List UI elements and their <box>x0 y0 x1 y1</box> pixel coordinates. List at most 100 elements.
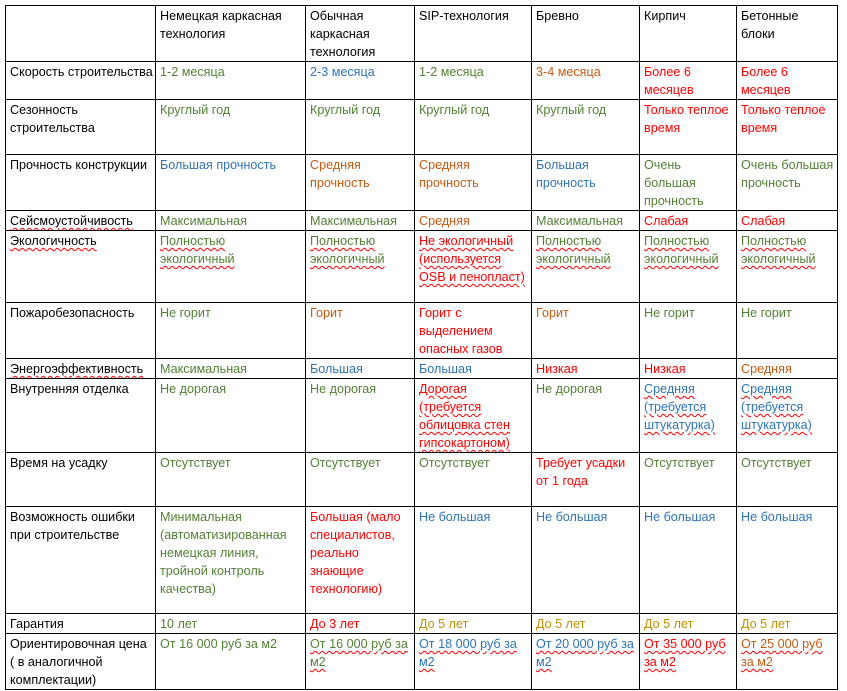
row-label-text: Энергоэффективность <box>10 362 144 376</box>
cell-text: Средняя (требуется штукатурка) <box>741 382 812 432</box>
row-label-text: Экологичность <box>10 234 97 248</box>
table-cell: Максимальная <box>305 210 415 231</box>
table-cell: До 5 лет <box>736 613 838 634</box>
table-cell: Горит с выделением опасных газов <box>414 302 532 359</box>
table-cell: От 35 000 руб за м2 <box>639 633 737 690</box>
table-cell: Слабая <box>639 210 737 231</box>
header-cell-brick: Кирпич <box>639 5 737 62</box>
table-row: Возможность ошибки при строительстве Мин… <box>5 506 838 614</box>
table-cell: Низкая <box>639 358 737 379</box>
table-cell: Большая <box>305 358 415 379</box>
table-row: Внутренняя отделка Не дорогая Не дорогая… <box>5 378 838 453</box>
table-cell: Большая <box>414 358 532 379</box>
table-row: Прочность конструкции Большая прочность … <box>5 154 838 211</box>
table-row: Сезонность строительства Круглый год Кру… <box>5 99 838 155</box>
table-cell: Только теплое время <box>736 99 838 155</box>
table-row: Энергоэффективность Максимальная Большая… <box>5 358 838 379</box>
table-cell: Дорогая (требуется облицовка стен гипсок… <box>414 378 532 453</box>
table-cell: Требует усадки от 1 года <box>531 452 640 507</box>
table-cell: Не дорогая <box>305 378 415 453</box>
table-cell: Отсутствует <box>736 452 838 507</box>
cell-text: От 18 000 руб за м2 <box>419 637 517 669</box>
table-cell: Максимальная <box>155 358 306 379</box>
row-label: Пожаробезопасность <box>5 302 156 359</box>
table-row: Пожаробезопасность Не горит Горит Горит … <box>5 302 838 359</box>
table-cell: 1-2 месяца <box>155 61 306 100</box>
table-cell: Более 6 месяцев <box>639 61 737 100</box>
header-cell-german-frame: Немецкая каркасная технология <box>155 5 306 62</box>
table-cell: Максимальная <box>531 210 640 231</box>
table-cell: Горит <box>531 302 640 359</box>
row-label: Внутренняя отделка <box>5 378 156 453</box>
table-cell: Отсутствует <box>155 452 306 507</box>
comparison-table: Немецкая каркасная технология Обычная ка… <box>5 5 838 690</box>
table-cell: Полностью экологичный <box>531 230 640 303</box>
table-cell: Круглый год <box>531 99 640 155</box>
table-cell: Большая прочность <box>155 154 306 211</box>
row-label: Энергоэффективность <box>5 358 156 379</box>
table-cell: До 5 лет <box>639 613 737 634</box>
table-cell: Очень большая прочность <box>736 154 838 211</box>
cell-text: От 20 000 руб за м2 <box>536 637 634 669</box>
table-row: Сейсмоустойчивость Максимальная Максимал… <box>5 210 838 231</box>
cell-text: Полностью экологичный <box>160 234 235 266</box>
table-cell: Не дорогая <box>531 378 640 453</box>
table-cell: Более 6 месяцев <box>736 61 838 100</box>
row-label: Время на усадку <box>5 452 156 507</box>
table-row: Скорость строительства 1-2 месяца 2-3 ме… <box>5 61 838 100</box>
table-cell: От 16 000 руб за м2 <box>155 633 306 690</box>
cell-text: Дорогая (требуется облицовка стен гипсок… <box>419 382 510 450</box>
cell-text: От 35 000 руб за м2 <box>644 637 726 669</box>
table-cell: Минимальная (автоматизированная немецкая… <box>155 506 306 614</box>
table-cell: Круглый год <box>155 99 306 155</box>
table-row: Экологичность Полностью экологичный Полн… <box>5 230 838 303</box>
table-row: Гарантия 10 лет До 3 лет До 5 лет До 5 л… <box>5 613 838 634</box>
table-cell: От 18 000 руб за м2 <box>414 633 532 690</box>
header-cell-empty <box>5 5 156 62</box>
cell-text: Не экологичный (используется OSB и пеноп… <box>419 234 525 284</box>
table-cell: 2-3 месяца <box>305 61 415 100</box>
table-cell: До 3 лет <box>305 613 415 634</box>
table-cell: Очень большая прочность <box>639 154 737 211</box>
header-cell-regular-frame: Обычная каркасная технология <box>305 5 415 62</box>
table-cell: Средняя прочность <box>414 154 532 211</box>
table-cell: Средняя (требуется штукатурка) <box>736 378 838 453</box>
table-cell: Горит <box>305 302 415 359</box>
row-label: Ориентировочная цена ( в аналогичной ком… <box>5 633 156 690</box>
row-label-text: Сейсмоустойчивость <box>10 214 133 228</box>
table-cell: Большая прочность <box>531 154 640 211</box>
table-cell: 3-4 месяца <box>531 61 640 100</box>
table-row: Время на усадку Отсутствует Отсутствует … <box>5 452 838 507</box>
cell-text: Полностью экологичный <box>644 234 719 266</box>
table-cell: Не дорогая <box>155 378 306 453</box>
table-cell: Средняя (требуется штукатурка) <box>639 378 737 453</box>
table-cell: Средняя <box>736 358 838 379</box>
table-cell: Слабая <box>736 210 838 231</box>
row-label: Экологичность <box>5 230 156 303</box>
table-cell: Не большая <box>736 506 838 614</box>
table-cell: Не горит <box>639 302 737 359</box>
table-row: Ориентировочная цена ( в аналогичной ком… <box>5 633 838 690</box>
table-cell: Максимальная <box>155 210 306 231</box>
table-cell: Отсутствует <box>639 452 737 507</box>
cell-text: Полностью экологичный <box>536 234 611 266</box>
row-label: Возможность ошибки при строительстве <box>5 506 156 614</box>
table-cell: Не горит <box>736 302 838 359</box>
table-cell: От 16 000 руб за м2 <box>305 633 415 690</box>
table-cell: Полностью экологичный <box>155 230 306 303</box>
table-cell: До 5 лет <box>414 613 532 634</box>
header-cell-sip: SIP-технология <box>414 5 532 62</box>
table-cell: Полностью экологичный <box>736 230 838 303</box>
table-cell: Не экологичный (используется OSB и пеноп… <box>414 230 532 303</box>
table-cell: Отсутствует <box>305 452 415 507</box>
table-cell: Круглый год <box>414 99 532 155</box>
table-cell: 1-2 месяца <box>414 61 532 100</box>
table-cell: Только теплое время <box>639 99 737 155</box>
table-cell: Средняя <box>414 210 532 231</box>
header-cell-log: Бревно <box>531 5 640 62</box>
table-cell: Низкая <box>531 358 640 379</box>
table-cell: Средняя прочность <box>305 154 415 211</box>
table-cell: От 25 000 руб за м2 <box>736 633 838 690</box>
table-cell: Отсутствует <box>414 452 532 507</box>
table-cell: До 5 лет <box>531 613 640 634</box>
